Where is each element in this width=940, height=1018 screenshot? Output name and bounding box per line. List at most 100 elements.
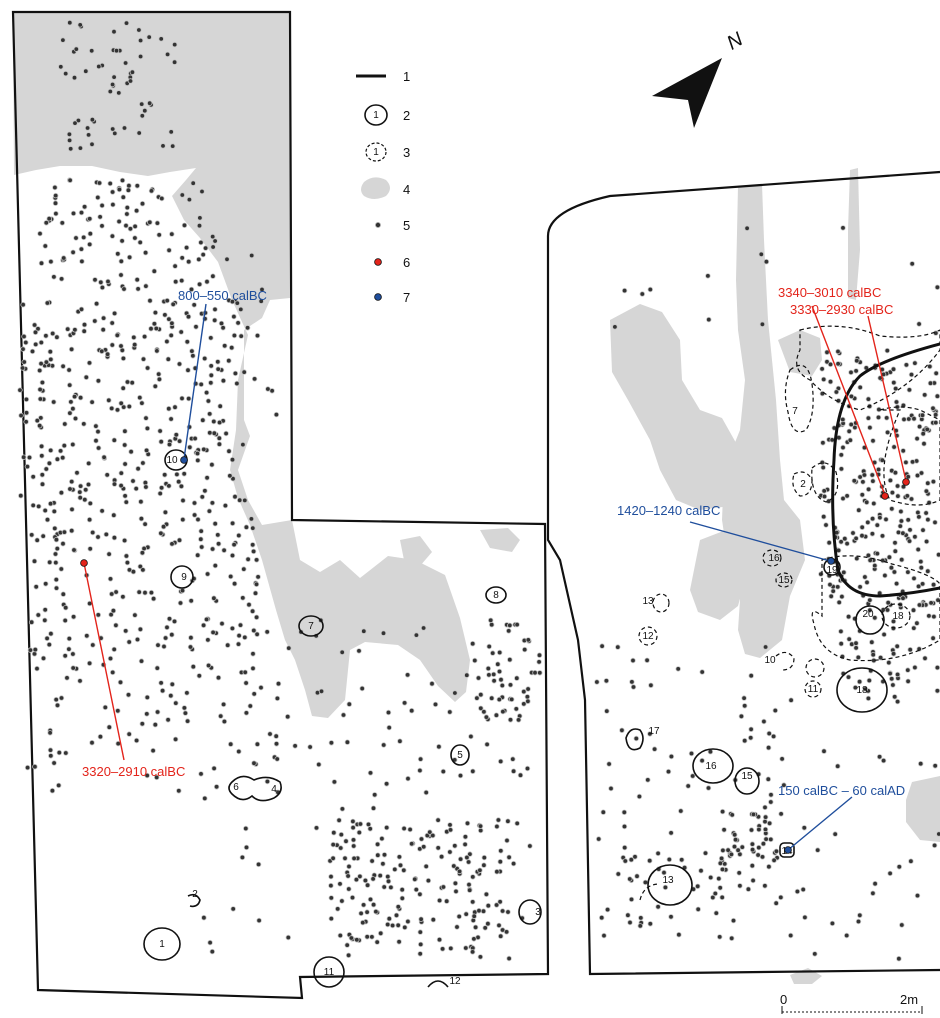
find-point xyxy=(62,605,69,611)
find-point xyxy=(148,326,154,332)
find-point xyxy=(830,588,836,594)
find-point xyxy=(835,584,841,590)
find-point xyxy=(675,666,681,672)
find-point xyxy=(142,590,148,596)
find-point xyxy=(110,201,116,208)
find-point xyxy=(713,910,719,916)
find-point xyxy=(70,249,76,255)
find-point xyxy=(191,500,198,506)
find-point xyxy=(174,471,180,478)
find-point xyxy=(377,872,383,879)
feature-outline xyxy=(625,728,644,751)
find-point xyxy=(627,876,633,882)
find-point xyxy=(157,428,163,434)
find-point xyxy=(788,697,794,703)
find-point xyxy=(205,637,211,643)
find-point xyxy=(835,361,841,367)
find-point xyxy=(848,393,855,400)
find-point xyxy=(351,855,357,862)
find-point xyxy=(396,854,403,860)
date-label-1420-1240: 1420–1240 calBC xyxy=(617,503,720,518)
find-point xyxy=(908,371,915,378)
feature-label: 4 xyxy=(271,784,277,795)
find-point xyxy=(655,850,661,857)
find-point xyxy=(435,845,441,851)
find-point xyxy=(147,219,153,225)
find-point xyxy=(729,812,735,818)
find-point xyxy=(470,768,476,774)
find-point xyxy=(138,499,144,505)
feature-label: 13 xyxy=(662,875,674,886)
find-point xyxy=(484,741,490,748)
find-point xyxy=(930,478,937,485)
find-point xyxy=(364,909,370,915)
dashed-feature-outline xyxy=(804,680,822,698)
find-point xyxy=(857,474,863,480)
legend-label-5: 5 xyxy=(403,218,410,233)
find-point xyxy=(884,347,890,354)
find-point xyxy=(253,557,260,563)
find-point xyxy=(836,599,842,606)
dashed-feature-outline xyxy=(784,364,814,433)
find-point xyxy=(794,888,801,895)
find-point xyxy=(513,706,519,712)
find-point xyxy=(130,569,137,575)
find-point xyxy=(192,435,198,442)
find-point xyxy=(285,714,291,720)
find-point xyxy=(222,502,229,509)
find-point xyxy=(254,631,260,637)
find-point xyxy=(357,873,363,880)
find-point xyxy=(904,493,910,499)
find-point xyxy=(243,710,250,716)
find-point xyxy=(273,741,280,747)
find-point xyxy=(229,298,236,305)
find-point xyxy=(344,942,350,948)
find-point xyxy=(185,259,192,265)
find-point xyxy=(158,485,165,491)
find-point xyxy=(645,777,651,783)
find-point xyxy=(220,701,227,708)
find-point xyxy=(478,827,484,834)
find-point xyxy=(106,724,112,730)
feature-label: 8 xyxy=(493,590,499,601)
dashed-feature-outline xyxy=(775,651,795,671)
find-point xyxy=(212,238,218,244)
find-point xyxy=(537,670,543,676)
find-point xyxy=(238,306,244,313)
find-point xyxy=(83,68,89,74)
find-point xyxy=(255,861,262,868)
find-point xyxy=(18,493,24,499)
find-point xyxy=(895,493,901,499)
find-point xyxy=(859,524,865,530)
find-point xyxy=(845,674,852,680)
find-point xyxy=(152,309,159,316)
find-point xyxy=(748,726,754,732)
find-point xyxy=(84,633,90,639)
find-point xyxy=(647,921,653,927)
find-point xyxy=(859,533,865,539)
find-point xyxy=(227,473,233,479)
find-point xyxy=(313,825,320,831)
find-point xyxy=(358,910,364,917)
find-point xyxy=(43,466,49,472)
find-point xyxy=(628,896,635,903)
find-point xyxy=(901,416,907,423)
find-point xyxy=(447,827,454,833)
find-point xyxy=(183,244,190,251)
find-point xyxy=(54,702,61,708)
blue-sample-point xyxy=(784,846,792,854)
find-point xyxy=(77,395,84,401)
legend: 1 1 2 1 3 4 5 6 7 xyxy=(356,69,410,305)
leader-line-red xyxy=(83,562,125,761)
find-point xyxy=(470,874,476,880)
find-point xyxy=(53,576,59,583)
find-point xyxy=(514,675,520,681)
left-trench-outline xyxy=(11,10,550,1000)
find-point xyxy=(122,493,128,499)
find-point xyxy=(249,542,256,548)
find-point xyxy=(116,186,123,193)
find-point xyxy=(933,412,939,418)
find-point xyxy=(154,220,161,226)
find-point xyxy=(340,712,347,718)
find-point xyxy=(648,682,654,688)
